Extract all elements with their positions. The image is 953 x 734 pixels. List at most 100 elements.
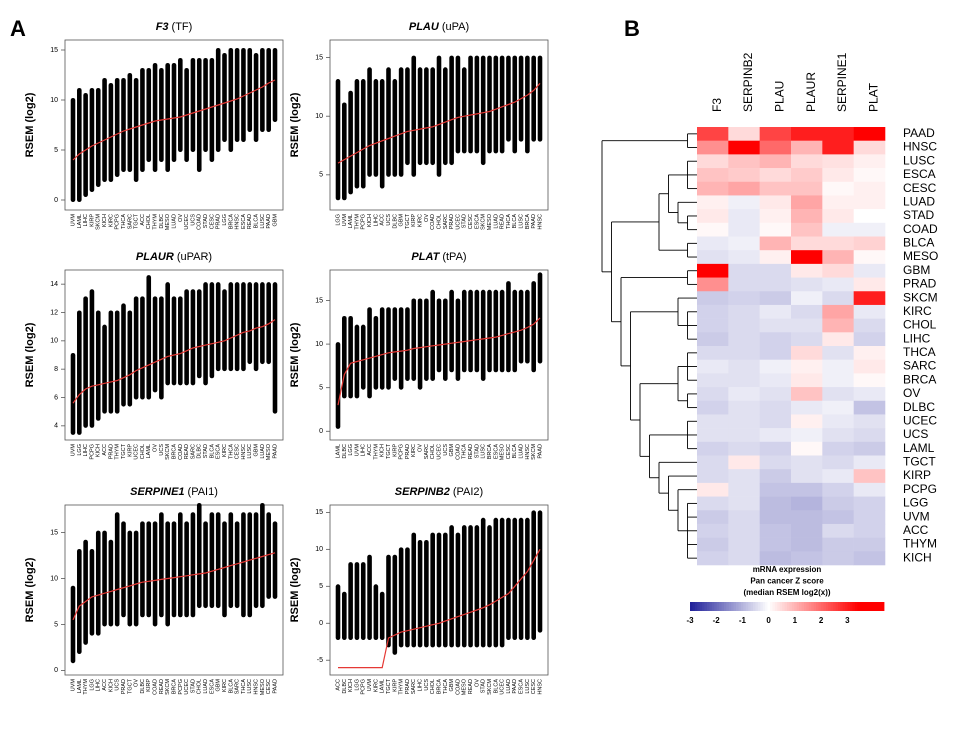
x-tick-label: SKCM: [487, 679, 493, 695]
strip: [102, 78, 107, 182]
strip: [228, 48, 234, 152]
heatmap-cell: [822, 127, 854, 141]
heatmap-cell: [697, 291, 729, 306]
strip: [386, 307, 391, 390]
heatmap-cell: [697, 441, 729, 456]
strip: [190, 289, 196, 386]
strip: [379, 307, 385, 390]
strip: [424, 67, 429, 166]
x-tick-label: STAD: [203, 444, 209, 458]
colorbar-swatch: [721, 602, 725, 611]
title-suffix: (uPA): [442, 21, 469, 33]
heatmap-cell: [791, 428, 823, 443]
heatmap-cell: [697, 496, 729, 511]
colorbar-swatch: [828, 602, 832, 611]
x-tick-label: UVM: [70, 444, 76, 457]
x-tick-label: LGG: [354, 679, 360, 691]
chart-title: F3 (TF): [156, 21, 193, 33]
colorbar-swatch: [723, 602, 727, 611]
strip: [411, 298, 417, 381]
heatmap-cell: [853, 551, 886, 566]
strip: [272, 48, 278, 122]
colorbar-swatch: [794, 602, 798, 611]
colorbar-swatch: [753, 602, 756, 611]
strip: [209, 512, 215, 609]
heatmap-cell: [759, 400, 792, 415]
colorbar-swatch: [731, 602, 735, 611]
strip: [449, 525, 454, 648]
x-tick-label: LUSC: [481, 444, 487, 459]
heatmap-cell: [822, 469, 854, 484]
x-tick-label: ACC: [367, 444, 373, 456]
colorbar-swatch: [772, 602, 776, 611]
heatmap-cell: [853, 332, 886, 347]
strip: [247, 512, 253, 618]
strip: [342, 591, 347, 641]
x-tick-label: CESC: [506, 444, 512, 459]
row-label: KIRP: [903, 468, 931, 482]
strip: [203, 282, 208, 386]
x-tick-label: UVM: [367, 679, 373, 692]
heatmap-cell: [759, 222, 792, 237]
colorbar-swatch: [784, 602, 788, 611]
strip: [354, 562, 360, 641]
y-tick-label: 5: [319, 172, 323, 179]
heatmap-cell: [791, 318, 823, 333]
strip: [424, 298, 429, 381]
x-tick-label: PCPG: [89, 444, 95, 460]
heatmap-cell: [791, 181, 823, 196]
heatmap-cell: [822, 277, 854, 292]
colorbar-swatch: [762, 602, 766, 611]
heatmap-cell: [853, 537, 886, 552]
heatmap-cell: [853, 400, 886, 415]
x-tick-label: COAD: [197, 214, 203, 230]
x-tick-label: LUSC: [247, 444, 253, 459]
row-label: CHOL: [903, 318, 937, 332]
x-tick-label: KICH: [102, 214, 108, 227]
heatmap-cell: [697, 482, 729, 497]
colorbar-swatch: [847, 602, 851, 611]
x-tick-label: KIRP: [146, 679, 152, 692]
heatmap-cell: [822, 332, 854, 347]
strip: [222, 521, 227, 618]
x-tick-label: PCPG: [178, 679, 184, 695]
heatmap-cell: [853, 181, 886, 196]
x-tick-label: LGG: [335, 214, 341, 226]
x-tick-label: UCS: [386, 214, 392, 226]
x-tick-label: SKCM: [96, 214, 102, 230]
heatmap-cell: [728, 523, 760, 538]
x-tick-label: ACC: [102, 444, 108, 456]
colorbar-swatch: [750, 602, 754, 611]
heatmap-cell: [822, 510, 854, 525]
x-tick-label: KICH: [348, 679, 354, 692]
x-tick-label: HNSC: [525, 444, 531, 460]
heatmap-cell: [697, 428, 729, 443]
x-tick-label: UVM: [342, 214, 348, 227]
heatmap-cell: [791, 154, 823, 169]
x-tick-label: PCPG: [361, 214, 367, 230]
heatmap-cell: [697, 387, 729, 402]
strip: [461, 525, 467, 648]
colorbar-swatch: [830, 602, 834, 611]
x-tick-label: LUAD: [493, 214, 499, 229]
heatmap-cell: [791, 469, 823, 484]
colorbar-swatch: [816, 602, 819, 611]
x-tick-label: READ: [468, 444, 474, 459]
colorbar-swatch: [854, 602, 858, 611]
x-tick-label: UCEC: [436, 444, 442, 460]
x-tick-label: BLCA: [228, 679, 234, 694]
heatmap-cell: [728, 140, 760, 155]
strip: [171, 296, 177, 386]
heatmap-cell: [728, 277, 760, 292]
heatmap-cell: [791, 373, 823, 388]
heatmap-cell: [791, 209, 823, 224]
x-tick-label: THYM: [399, 679, 405, 695]
strip: [443, 298, 448, 381]
heatmap-cell: [822, 441, 854, 456]
x-tick-label: THCA: [121, 214, 127, 229]
heatmap-cell: [759, 209, 792, 224]
x-tick-label: SKCM: [481, 214, 487, 230]
heatmap-cell: [853, 455, 886, 470]
heatmap-cell: [697, 168, 729, 183]
heatmap-cell: [728, 181, 760, 196]
